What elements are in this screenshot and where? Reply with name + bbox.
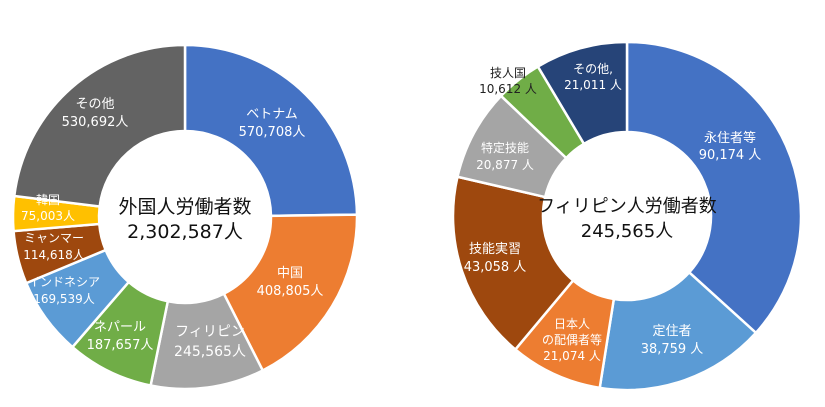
slice-value: 20,877 人 [476, 158, 534, 172]
slice-value: 75,003人 [21, 209, 75, 223]
donut-slice [222, 213, 359, 373]
slice-name: 中国 [277, 266, 303, 281]
slice-name: フィリピン [175, 324, 245, 340]
slice-name: 定住者 [652, 324, 691, 339]
slice-value: 245,565人 [174, 344, 246, 360]
center-value: 245,565人 [581, 221, 673, 242]
slice-name: 永住者等 [704, 130, 756, 146]
slice-value: 530,692人 [62, 115, 129, 130]
slice-name: ネパール [94, 320, 146, 335]
slice-label: 韓国 75,003人 [21, 193, 75, 223]
slice-value: 10,612 人 [479, 82, 537, 96]
slice-name: その他 [75, 97, 114, 112]
donut-slice [536, 40, 629, 146]
slice-label: フィリピン 245,565人 [174, 324, 246, 360]
slice-label: 特定技能 20,877 人 [476, 140, 534, 172]
slice-value: 90,174 人 [699, 148, 762, 163]
slice-name: インドネシア [28, 275, 100, 289]
slice-value: 38,759 人 [641, 342, 704, 357]
slice-label: 永住者等 90,174 人 [699, 130, 762, 163]
slice-name: 技能実習 [469, 241, 521, 257]
slice-name: ベトナム [246, 107, 298, 122]
slice-label: 技人国 10,612 人 [479, 66, 537, 96]
slice-value: 570,708人 [239, 125, 306, 140]
slice-name: の配偶者等 [542, 333, 602, 347]
slice-name: ミャンマー [24, 231, 84, 245]
donut-slice [625, 40, 803, 335]
slice-name: 特定技能 [481, 140, 529, 155]
slice-value: 21,074 人 [543, 349, 601, 363]
slice-label: ベトナム 570,708人 [239, 107, 306, 140]
slice-label: 中国 408,805人 [257, 266, 324, 299]
slice-value: 408,805人 [257, 284, 324, 299]
center-value: 2,302,587人 [127, 221, 243, 243]
slice-value: 187,657人 [87, 338, 154, 353]
slice-label: その他, 21,011 人 [564, 62, 622, 92]
donut-slice [451, 175, 575, 352]
slice-name: 韓国 [36, 193, 60, 207]
center-title: フィリピン人労働者数 [537, 196, 717, 217]
slice-value: 114,618人 [23, 248, 85, 262]
slice-label: 技能実習 43,058 人 [464, 241, 527, 275]
donut-slice [598, 270, 758, 392]
slice-label: ネパール 187,657人 [87, 320, 154, 353]
slice-value: 169,539人 [33, 292, 95, 306]
donut-slice [183, 43, 359, 218]
slice-label: 定住者 38,759 人 [641, 324, 704, 357]
donut-slice [12, 43, 187, 208]
slice-name: 日本人 [554, 317, 590, 331]
slice-label: インドネシア 169,539人 [28, 275, 100, 306]
slice-name: 技人国 [490, 66, 526, 80]
slice-label: 日本人の配偶者等 21,074 人 [542, 317, 602, 363]
slice-value: 21,011 人 [564, 78, 622, 92]
slice-value: 43,058 人 [464, 260, 527, 275]
center-title: 外国人労働者数 [118, 196, 251, 218]
slice-label: ミャンマー 114,618人 [23, 231, 85, 262]
slice-label: その他 530,692人 [62, 97, 129, 130]
slice-name: その他, [573, 62, 613, 76]
